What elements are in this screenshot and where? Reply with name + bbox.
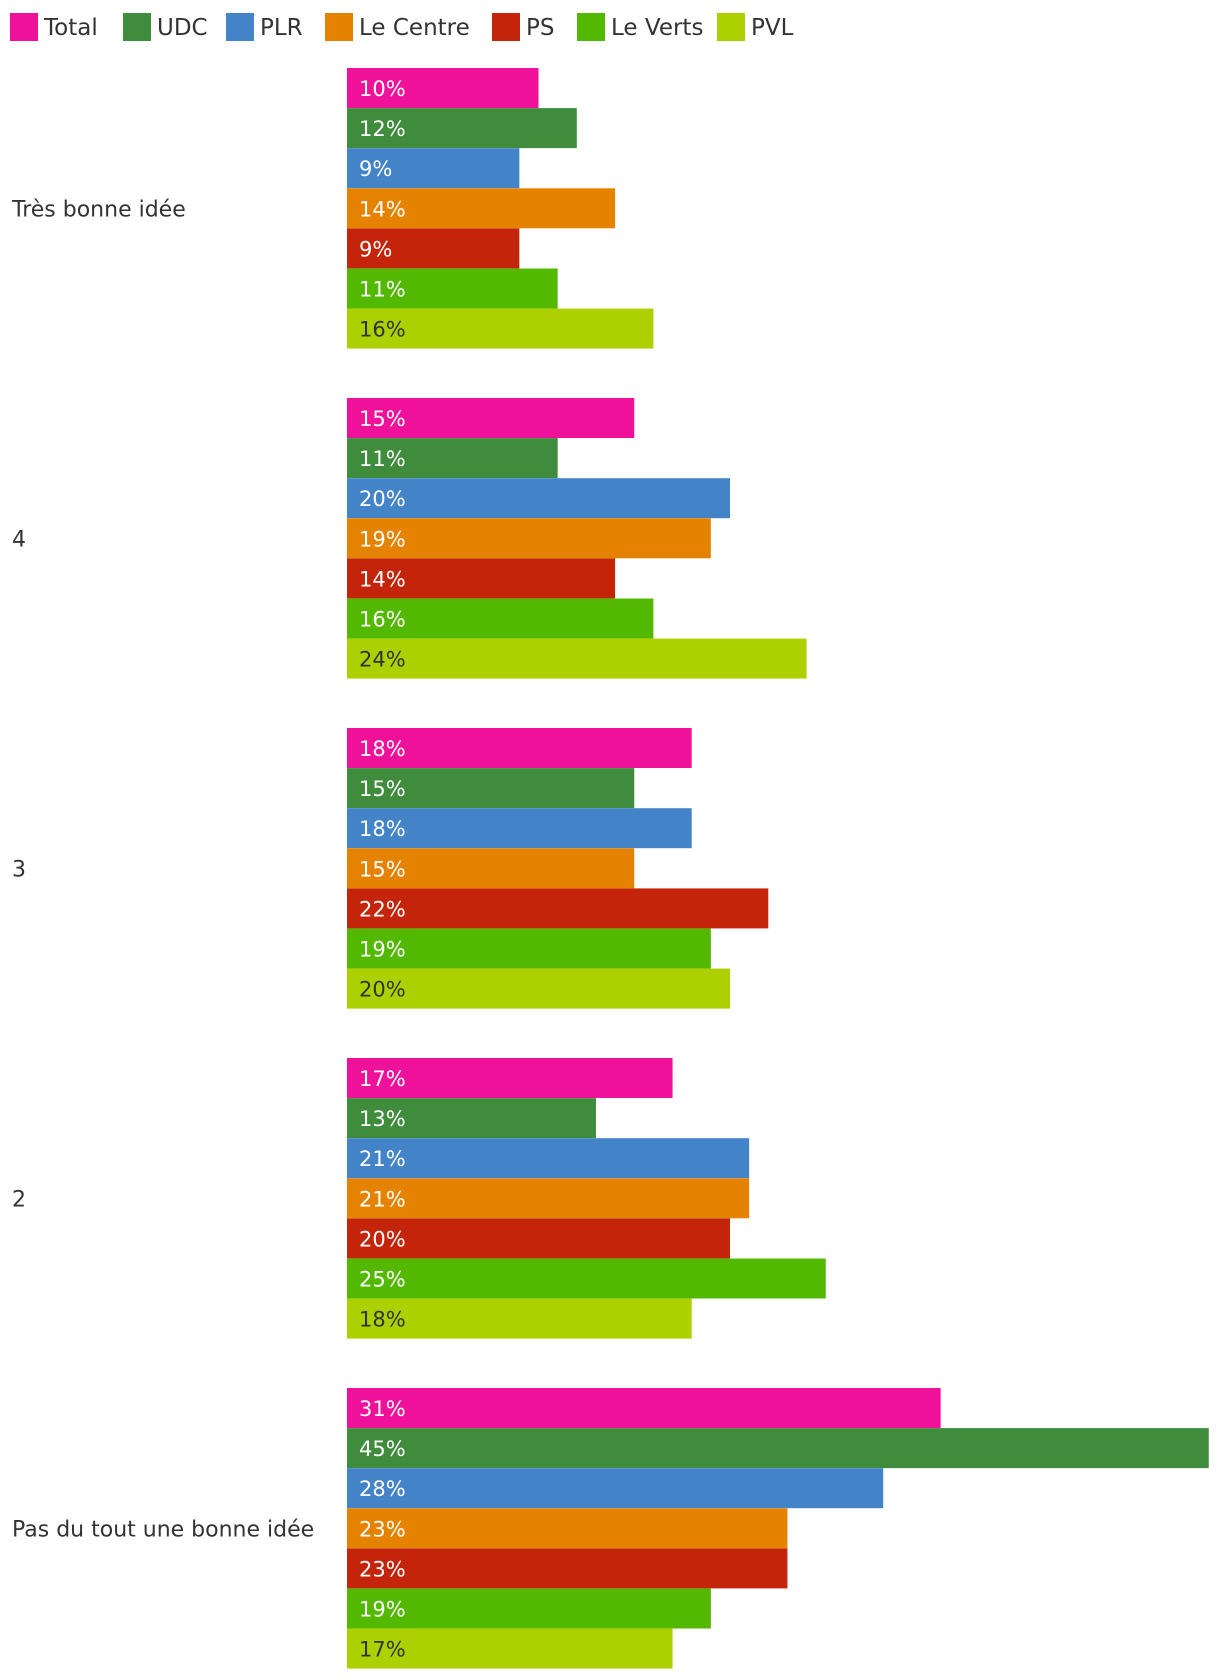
bar-label-total-tres-bonne-idee: 10% [359,77,406,101]
bar-label-pvl-3: 20% [359,978,406,1002]
category-label-pas-du-tout-une-bonne-idee: Pas du tout une bonne idée [12,1517,314,1542]
bar-label-plr-2: 21% [359,1147,406,1171]
bar-label-ps-2: 20% [359,1227,406,1251]
legend-swatch-plr [226,13,254,41]
bar-label-le-centre-2: 21% [359,1187,406,1211]
bar-le-centre-tres-bonne-idee [347,188,616,229]
legend-swatch-le-centre [325,13,353,41]
bar-label-total-2: 17% [359,1067,406,1091]
legend-label-ps: PS [526,15,554,41]
bar-udc-4 [347,438,558,479]
bar-ps-2 [347,1218,730,1259]
bar-label-pvl-pas-du-tout-une-bonne-idee: 17% [359,1638,406,1662]
bar-label-udc-tres-bonne-idee: 12% [359,117,406,141]
bar-label-plr-3: 18% [359,817,406,841]
bar-label-ps-4: 14% [359,567,406,591]
bar-label-udc-4: 11% [359,447,406,471]
bar-ps-tres-bonne-idee [347,228,520,269]
bar-ps-3 [347,888,769,929]
bar-label-pvl-4: 24% [359,648,406,672]
category-label-3: 3 [12,857,26,882]
bar-plr-tres-bonne-idee [347,148,520,189]
bar-label-le-verts-3: 19% [359,938,406,962]
bar-label-ps-pas-du-tout-une-bonne-idee: 23% [359,1557,406,1581]
legend-label-plr: PLR [260,15,303,41]
legend-label-le-centre: Le Centre [359,15,470,41]
bar-label-udc-pas-du-tout-une-bonne-idee: 45% [359,1437,406,1461]
bar-le-verts-3 [347,928,711,969]
bar-label-total-pas-du-tout-une-bonne-idee: 31% [359,1397,406,1421]
legend-label-udc: UDC [157,15,208,41]
bar-pvl-pas-du-tout-une-bonne-idee [347,1628,673,1669]
bar-label-plr-pas-du-tout-une-bonne-idee: 28% [359,1477,406,1501]
bar-label-le-verts-2: 25% [359,1268,406,1292]
bar-ps-4 [347,558,616,599]
bar-total-3 [347,728,692,768]
bar-pvl-tres-bonne-idee [347,308,654,349]
bar-label-ps-3: 22% [359,897,406,921]
bar-label-le-verts-pas-du-tout-une-bonne-idee: 19% [359,1598,406,1622]
bars: 10% 12% 9% 14% 9% 11% 16% 15% 11% 20% 19% 14% 16% 24%… [347,68,1209,1669]
legend-swatch-ps [492,13,520,41]
bar-le-centre-pas-du-tout-une-bonne-idee [347,1508,788,1549]
bar-label-plr-tres-bonne-idee: 9% [359,157,392,181]
bar-label-total-4: 15% [359,407,406,431]
legend-label-total: Total [43,15,98,41]
bar-label-total-3: 18% [359,737,406,761]
bar-label-plr-4: 20% [359,487,406,511]
bar-plr-4 [347,478,730,519]
bar-le-centre-2 [347,1178,750,1219]
bar-label-le-centre-tres-bonne-idee: 14% [359,197,406,221]
bar-label-le-verts-4: 16% [359,608,406,632]
bar-le-verts-pas-du-tout-une-bonne-idee [347,1588,711,1629]
bar-pvl-4 [347,638,807,679]
bar-plr-pas-du-tout-une-bonne-idee [347,1468,884,1509]
bar-udc-tres-bonne-idee [347,108,577,149]
legend-swatch-udc [123,13,151,41]
bar-plr-3 [347,808,692,849]
bar-label-pvl-tres-bonne-idee: 16% [359,318,406,342]
category-label-4: 4 [12,527,26,552]
bar-le-verts-4 [347,598,654,639]
legend-swatch-total [10,13,38,41]
bar-total-2 [347,1058,673,1098]
bar-plr-2 [347,1138,750,1179]
bar-le-verts-tres-bonne-idee [347,268,558,309]
bar-label-ps-tres-bonne-idee: 9% [359,237,392,261]
bar-label-le-centre-4: 19% [359,527,406,551]
legend: Total UDC PLR Le Centre PS Le Verts PVL [10,13,794,41]
category-labels: Très bonne idée 4 3 2 Pas du tout une bonne … [11,197,314,1542]
bar-label-udc-2: 13% [359,1107,406,1131]
bar-ps-pas-du-tout-une-bonne-idee [347,1548,788,1589]
bar-udc-pas-du-tout-une-bonne-idee [347,1428,1209,1469]
bar-pvl-2 [347,1298,692,1339]
bar-label-le-centre-3: 15% [359,857,406,881]
category-label-2: 2 [12,1187,26,1212]
bar-total-tres-bonne-idee [347,68,539,108]
bar-label-le-centre-pas-du-tout-une-bonne-idee: 23% [359,1517,406,1541]
category-label-tres-bonne-idee: Très bonne idée [11,197,186,222]
bar-pvl-3 [347,968,730,1009]
bar-le-centre-4 [347,518,711,559]
bar-label-le-verts-tres-bonne-idee: 11% [359,278,406,302]
legend-swatch-le-verts [577,13,605,41]
legend-label-pvl: PVL [751,15,794,41]
bar-label-pvl-2: 18% [359,1308,406,1332]
bar-udc-2 [347,1098,596,1139]
bar-udc-3 [347,768,635,809]
bar-total-pas-du-tout-une-bonne-idee [347,1388,941,1428]
bar-label-udc-3: 15% [359,777,406,801]
bar-total-4 [347,398,635,438]
legend-swatch-pvl [717,13,745,41]
legend-label-le-verts: Le Verts [611,15,703,41]
bar-le-centre-3 [347,848,635,889]
bar-le-verts-2 [347,1258,826,1299]
